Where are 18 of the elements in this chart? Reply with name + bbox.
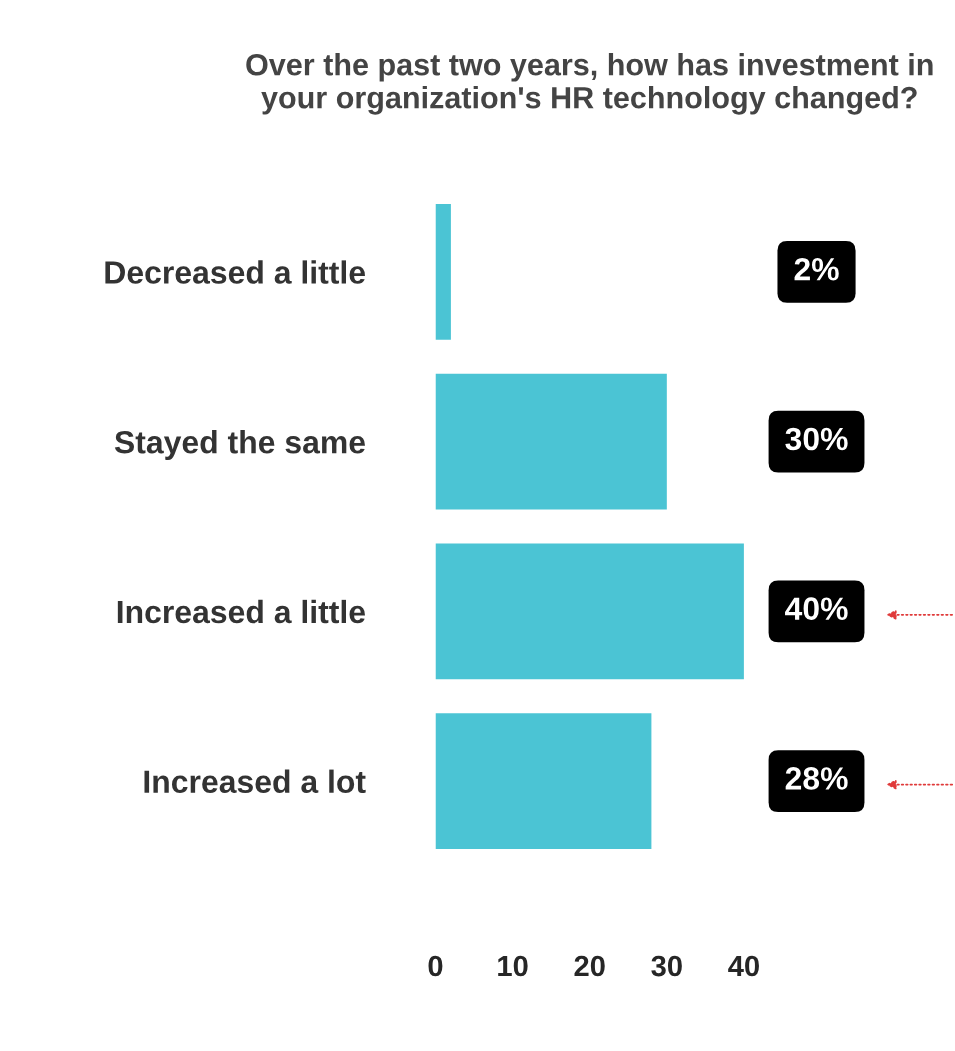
x-tick-label: 0 bbox=[428, 955, 443, 977]
data-label: 2% bbox=[794, 257, 839, 281]
data-label: 30% bbox=[785, 427, 848, 451]
bar bbox=[435, 713, 652, 850]
bar bbox=[435, 373, 667, 510]
x-tick-label: 10 bbox=[498, 955, 528, 977]
bar bbox=[435, 543, 744, 680]
chart-title: Over the past two years, how has investment in your organization's HR technology changed? bbox=[246, 53, 933, 115]
y-tick-label: Increased a little bbox=[117, 599, 365, 624]
y-tick-label: Stayed the same bbox=[114, 430, 365, 460]
bar bbox=[435, 204, 451, 340]
data-label: 28% bbox=[785, 767, 848, 790]
x-tick-label: 30 bbox=[651, 955, 682, 977]
data-label: 40% bbox=[785, 597, 848, 620]
x-tick-label: 20 bbox=[574, 955, 605, 977]
y-tick-label: Decreased a little bbox=[105, 260, 365, 284]
y-tick-label: Increased a lot bbox=[144, 769, 366, 794]
x-tick-label: 40 bbox=[728, 955, 759, 977]
